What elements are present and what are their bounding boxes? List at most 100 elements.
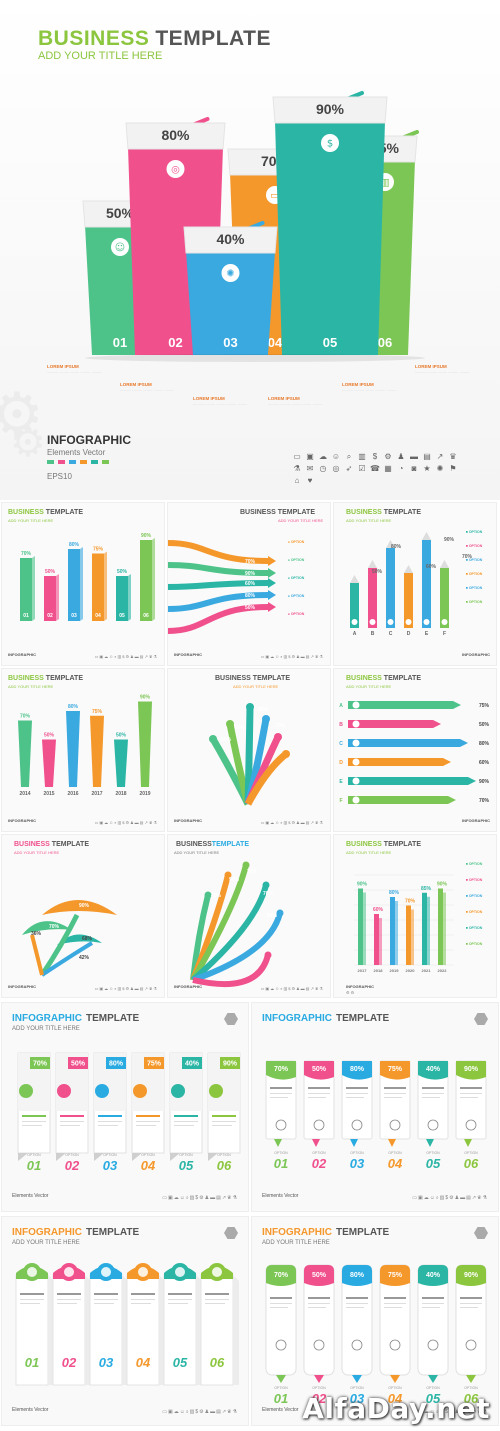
grid-bar (358, 888, 363, 965)
ribbon-percent: 50% (245, 605, 256, 611)
card-option: OPTION (350, 1151, 364, 1155)
thumb-footer: INFOGRAPHIC (346, 984, 374, 989)
gear-icon: ⚙ (0, 381, 44, 448)
card-lorem-line (270, 1093, 292, 1094)
bar (44, 576, 56, 621)
tab-lorem-line (136, 1115, 160, 1117)
cone-bar (66, 711, 80, 787)
pencil-option: ■ OPTION (466, 586, 483, 590)
grid-option: ■ OPTION (466, 910, 483, 914)
pill-percent: 90% (464, 1272, 479, 1279)
row-arrow (348, 777, 476, 785)
card-icon (465, 1119, 477, 1131)
grid-bar (422, 892, 427, 965)
card-header (266, 1061, 296, 1080)
grid-bar-shade (379, 918, 382, 965)
pencil-bar (440, 568, 449, 628)
circle-lorem-line (57, 1303, 77, 1304)
tab-lorem-line (98, 1125, 118, 1126)
pencil-tip (440, 560, 449, 568)
card-lorem-line (422, 1097, 440, 1098)
ribbon-arrowhead (268, 590, 276, 600)
thumb-arrow-fan: BUSINESS TEMPLATE ADD YOUR TITLE HERE 50%… (167, 668, 331, 832)
thumb-bar-chart: BUSINESS TEMPLATE ADD YOUR TITLE HERE 70%… (1, 502, 165, 666)
thumb-title-a: BUSINESS (14, 841, 50, 848)
cup-number: 03 (223, 335, 237, 350)
card-pointer (350, 1139, 358, 1147)
pill-lorem-line (384, 1297, 406, 1299)
tab-option: OPTION (217, 1153, 231, 1157)
curve-arrowhead (262, 881, 270, 889)
ribbon-percent: 60% (245, 581, 256, 587)
pill-lorem-line (422, 1303, 444, 1304)
mushroom-percent: 68% (82, 936, 93, 942)
tab-icon-circle (95, 1084, 109, 1098)
pill-pointer (466, 1375, 476, 1383)
thumb-year-bars: BUSINESS TEMPLATE ADD YOUR TITLE HERE 70%… (1, 668, 165, 832)
tab-percent: 90% (223, 1061, 238, 1068)
row-arrow (348, 758, 451, 766)
mushroom-percent: 42% (79, 955, 90, 961)
thumb-grid-bars: BUSINESS TEMPLATE ADD YOUR TITLE HERE 90%… (333, 834, 497, 998)
bar-number: 01 (23, 613, 29, 619)
pencil-icon-circle (423, 619, 430, 625)
fan-arrow (244, 751, 289, 806)
bar-number: 03 (71, 613, 77, 619)
cone-bar (18, 720, 32, 787)
grid-percent: 70% (405, 899, 416, 905)
cup-percent: 50% (106, 205, 135, 221)
thumb-footer: INFOGRAPHIC (8, 818, 36, 823)
grid-year: 2021 (422, 968, 432, 973)
circle-icon (64, 1267, 74, 1277)
pencil-letter: F (443, 631, 446, 637)
card-option: OPTION (312, 1151, 326, 1155)
circle-number: 03 (99, 1355, 114, 1370)
thumb-chart: 70% 01 50% 02 80% 03 75% 04 50% 05 90% 06 (20, 533, 155, 621)
panel-title-a: INFOGRAPHIC (12, 1227, 82, 1238)
curve-arrowhead (224, 871, 232, 879)
cone-percent: 80% (68, 704, 79, 710)
pill-lorem-line (460, 1303, 482, 1304)
tab-number: 01 (27, 1158, 41, 1173)
row-icon-circle (352, 720, 360, 728)
bar-number: 05 (119, 613, 125, 619)
panel-title-a: INFOGRAPHIC (262, 1227, 332, 1238)
fan-arrowhead (209, 735, 217, 743)
bar (116, 576, 128, 621)
pencil-tip (404, 565, 413, 573)
circle-lorem-line (205, 1303, 225, 1304)
circle-lorem-line (168, 1303, 188, 1304)
bar-side (56, 574, 59, 621)
panel-title: INFOGRAPHIC TEMPLATE (12, 1227, 139, 1238)
cup-percent: 90% (316, 101, 345, 117)
pill-lorem-line (460, 1307, 478, 1308)
star-icon: ★ (423, 464, 431, 473)
grid-bar (390, 897, 395, 965)
pill-icon (427, 1339, 439, 1351)
card-lorem-line (270, 1097, 288, 1098)
bar (68, 549, 80, 621)
card-number: 01 (274, 1156, 288, 1171)
curve-arrowhead (276, 909, 284, 917)
pencil-bar (386, 548, 395, 628)
panel-subtitle: ADD YOUR TITLE HERE (262, 1240, 330, 1246)
thumb-chart: 50%60% 90% 70% (209, 703, 290, 806)
pill-pointer (352, 1375, 362, 1383)
grid-percent: 80% (389, 890, 400, 896)
curve-arrow (192, 954, 271, 988)
pencil-tip (386, 540, 395, 548)
card-lorem-line (422, 1093, 444, 1094)
fan-percent: 90% (258, 707, 269, 713)
curve-percent: 80% (267, 913, 278, 919)
panel-circles: INFOGRAPHIC TEMPLATE ADD YOUR TITLE HERE … (1, 1216, 249, 1426)
circle-lorem-line (20, 1299, 44, 1300)
mushroom-cap (57, 934, 102, 945)
pill-icon (389, 1339, 401, 1351)
panel-title-b: TEMPLATE (86, 1013, 140, 1024)
grid-year: 2018 (374, 968, 384, 973)
tab-percent: 70% (33, 1061, 48, 1068)
card-icon (351, 1119, 363, 1131)
panel-footer: Elements Vector (262, 1193, 299, 1199)
